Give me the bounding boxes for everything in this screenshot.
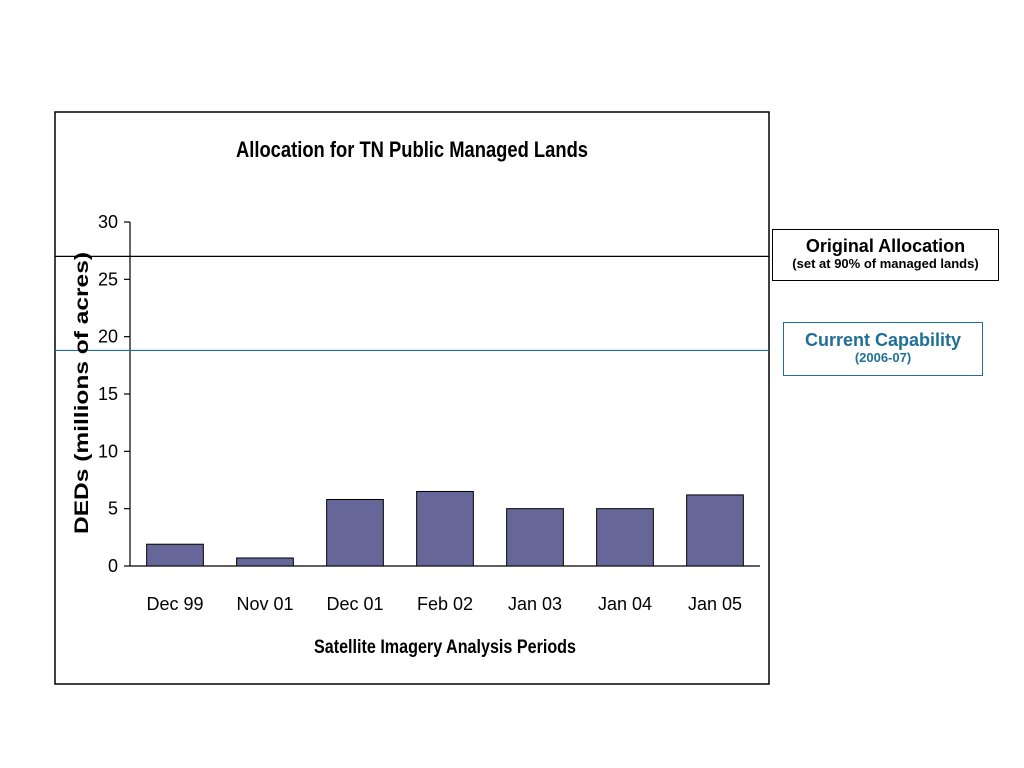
x-tick-label: Feb 02 [417, 594, 473, 614]
y-tick-label: 30 [98, 212, 118, 232]
y-axis-title: DEDs (millions of acres) [72, 252, 93, 534]
current-capability-title: Current Capability [804, 330, 962, 350]
bar [686, 494, 744, 567]
current-capability-label: Current Capability (2006-07) [783, 322, 983, 376]
x-tick-label: Dec 01 [326, 594, 383, 614]
bar [326, 498, 384, 567]
bar [506, 508, 564, 567]
bar [596, 508, 654, 567]
x-tick-label: Jan 05 [688, 594, 742, 614]
original-allocation-subtitle: (set at 90% of managed lands) [792, 256, 979, 271]
bar [416, 490, 474, 567]
x-tick-label: Dec 99 [146, 594, 203, 614]
x-axis-title: Satellite Imagery Analysis Periods [314, 637, 576, 658]
reference-lines [55, 255, 769, 352]
y-tick-label: 15 [98, 384, 118, 404]
original-allocation-label: Original Allocation (set at 90% of manag… [772, 229, 999, 281]
chart-title: Allocation for TN Public Managed Lands [236, 137, 588, 162]
current-capability-subtitle: (2006-07) [854, 350, 912, 365]
y-tick-label: 25 [98, 269, 118, 289]
x-tick-label: Jan 04 [598, 594, 652, 614]
bars [146, 490, 744, 567]
chart-frame [54, 111, 770, 685]
y-tick-label: 20 [98, 327, 118, 347]
bar [146, 543, 204, 567]
bar [236, 557, 294, 567]
y-tick-label: 10 [98, 441, 118, 461]
y-axis: 0 5 10 15 20 25 30 [98, 212, 131, 576]
x-tick-label: Nov 01 [236, 594, 293, 614]
y-tick-label: 0 [108, 556, 118, 576]
x-tick-label: Jan 03 [508, 594, 562, 614]
y-tick-label: 5 [108, 499, 118, 519]
original-allocation-title: Original Allocation [805, 236, 966, 256]
